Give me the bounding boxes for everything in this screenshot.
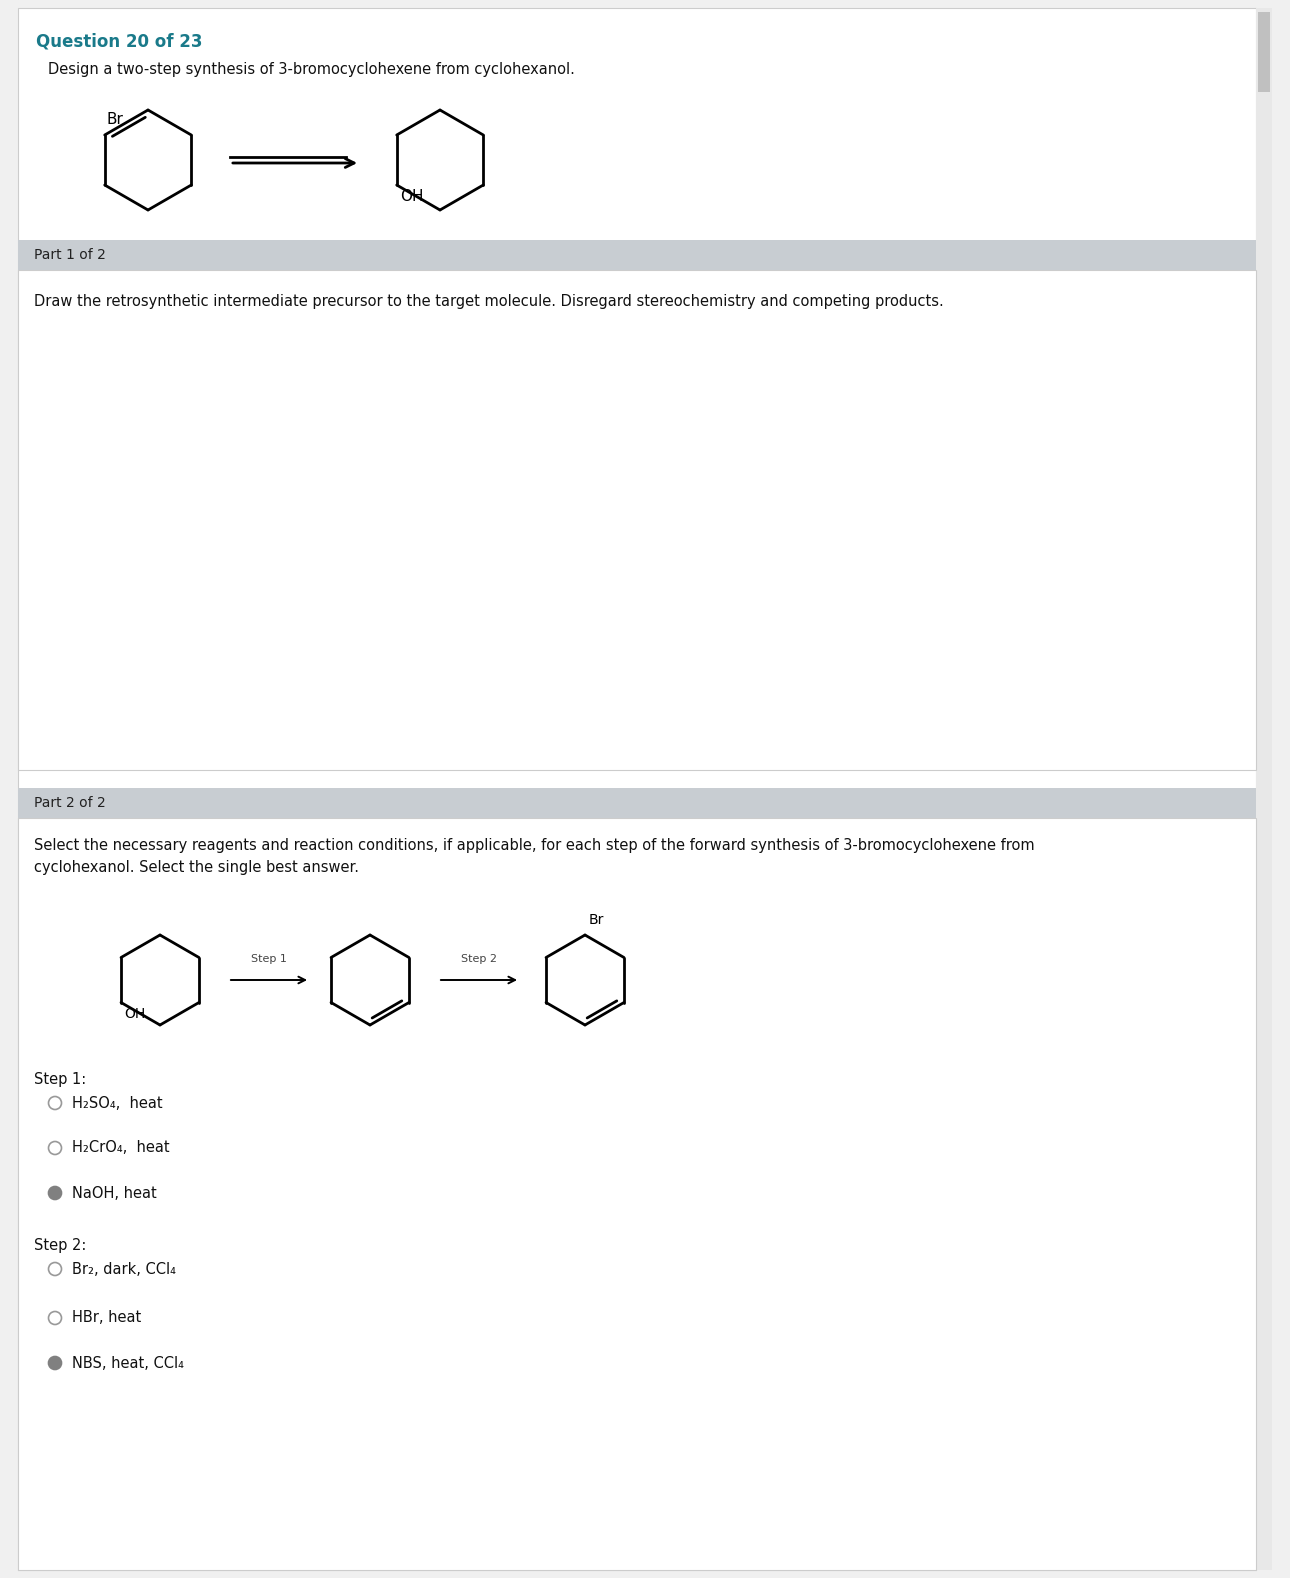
Text: NBS, heat, CCl₄: NBS, heat, CCl₄: [72, 1356, 184, 1371]
Text: cyclohexanol. Select the single best answer.: cyclohexanol. Select the single best ans…: [34, 860, 359, 874]
Text: H₂SO₄,  heat: H₂SO₄, heat: [72, 1095, 163, 1111]
Text: Step 2:: Step 2:: [34, 1239, 86, 1253]
Circle shape: [49, 1141, 62, 1155]
Circle shape: [49, 1311, 62, 1324]
Text: Part 1 of 2: Part 1 of 2: [34, 248, 106, 262]
Text: H₂CrO₄,  heat: H₂CrO₄, heat: [72, 1141, 169, 1155]
Text: Br: Br: [590, 914, 605, 926]
Bar: [18, 270, 1256, 770]
Text: Question 20 of 23: Question 20 of 23: [36, 32, 203, 50]
Bar: [18, 787, 1256, 817]
Text: Select the necessary reagents and reaction conditions, if applicable, for each s: Select the necessary reagents and reacti…: [34, 838, 1035, 854]
Text: Step 2: Step 2: [461, 955, 497, 964]
Text: Br₂, dark, CCl₄: Br₂, dark, CCl₄: [72, 1261, 175, 1277]
Text: Part 2 of 2: Part 2 of 2: [34, 795, 106, 810]
Text: Step 1:: Step 1:: [34, 1071, 86, 1087]
Text: Draw the retrosynthetic intermediate precursor to the target molecule. Disregard: Draw the retrosynthetic intermediate pre…: [34, 294, 944, 309]
Bar: [1258, 13, 1269, 92]
Text: OH: OH: [400, 189, 423, 204]
Circle shape: [49, 1357, 62, 1370]
Bar: [18, 817, 1256, 1570]
Text: OH: OH: [124, 1007, 146, 1021]
Circle shape: [49, 1097, 62, 1109]
Circle shape: [49, 1187, 62, 1199]
Text: Design a two-step synthesis of 3-bromocyclohexene from cyclohexanol.: Design a two-step synthesis of 3-bromocy…: [48, 62, 575, 77]
Text: NaOH, heat: NaOH, heat: [72, 1185, 157, 1201]
Text: Br: Br: [107, 112, 124, 126]
Bar: [18, 240, 1256, 270]
Bar: [1256, 8, 1272, 1570]
Text: HBr, heat: HBr, heat: [72, 1310, 141, 1326]
Circle shape: [49, 1262, 62, 1275]
Text: Step 1: Step 1: [252, 955, 286, 964]
